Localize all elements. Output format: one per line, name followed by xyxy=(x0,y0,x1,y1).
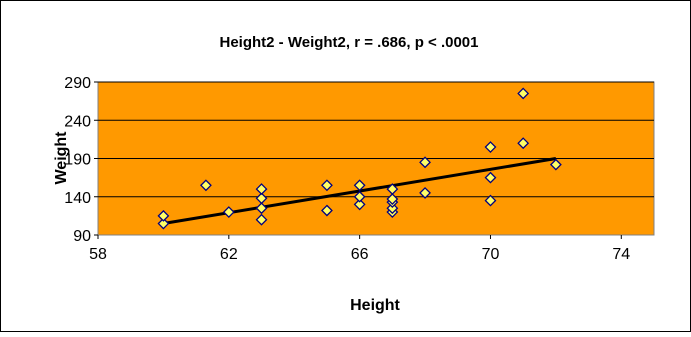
x-tick-label: 58 xyxy=(89,246,107,263)
data-point xyxy=(222,206,235,218)
chart-title: Height2 - Weight2, r = .686, p < .0001 xyxy=(220,34,479,51)
data-point xyxy=(419,187,431,199)
data-point xyxy=(255,202,268,215)
x-axis-ticks: 58 62 66 70 74 xyxy=(89,235,630,263)
data-point xyxy=(321,179,333,192)
data-point xyxy=(255,213,268,226)
data-point xyxy=(255,183,268,196)
data-point xyxy=(353,179,366,192)
data-point xyxy=(200,179,212,192)
y-tick-label: 290 xyxy=(64,75,91,92)
data-point xyxy=(484,194,497,207)
x-tick-label: 66 xyxy=(351,246,369,263)
data-point xyxy=(157,217,170,230)
y-tick-label: 240 xyxy=(64,113,91,130)
y-axis-title: Weight xyxy=(53,131,70,185)
data-point xyxy=(255,192,268,205)
data-points xyxy=(157,87,562,230)
data-point xyxy=(386,202,399,215)
data-point xyxy=(353,190,366,203)
data-point xyxy=(517,137,530,150)
y-tick-label: 140 xyxy=(64,190,91,207)
y-tick-label: 90 xyxy=(73,228,91,245)
x-tick-label: 70 xyxy=(482,246,500,263)
data-point xyxy=(157,209,170,222)
data-point xyxy=(386,193,399,205)
data-point xyxy=(386,183,399,196)
data-point xyxy=(484,141,497,153)
data-point xyxy=(321,204,333,217)
data-point xyxy=(484,171,497,184)
data-point xyxy=(517,87,530,100)
data-point xyxy=(353,198,366,211)
x-axis-title: Height xyxy=(350,297,400,314)
data-point xyxy=(549,158,562,171)
x-tick-label: 62 xyxy=(220,246,238,263)
gridlines xyxy=(98,81,654,198)
data-point xyxy=(419,156,431,169)
x-tick-label: 74 xyxy=(612,246,630,263)
y-tick-label: 190 xyxy=(64,152,91,169)
y-axis-ticks: 90 140 190 240 290 xyxy=(64,75,98,245)
